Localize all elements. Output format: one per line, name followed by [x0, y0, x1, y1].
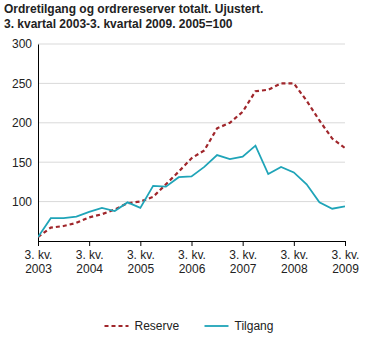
x-tick: 3. kv.2007 — [229, 241, 257, 276]
series-group — [38, 83, 345, 237]
grid-line — [38, 162, 345, 163]
x-tick: 3. kv.2006 — [178, 241, 206, 276]
legend-swatch — [105, 325, 129, 327]
y-tick: 150 — [12, 156, 38, 170]
y-tick-label: 200 — [12, 116, 32, 130]
chart: Ordretilgang og ordrereserver totalt. Uj… — [0, 0, 369, 340]
legend-swatch — [205, 325, 229, 327]
x-tick: 3. kv.2005 — [127, 241, 155, 276]
y-tick: 200 — [12, 116, 38, 130]
x-tick: 3. kv.2009 — [332, 241, 360, 276]
x-tick-mark — [192, 241, 193, 246]
legend-label: Reserve — [135, 319, 180, 333]
x-tick: 3. kv.2008 — [280, 241, 308, 276]
x-tick-label: 3. kv.2008 — [280, 248, 308, 276]
x-tick-label: 3. kv.2005 — [127, 248, 155, 276]
series-line — [38, 83, 345, 237]
grid-line — [38, 201, 345, 202]
y-tick: 250 — [12, 77, 38, 91]
legend-item: Tilgang — [205, 319, 274, 333]
x-tick-label: 3. kv.2007 — [229, 248, 257, 276]
y-tick: 300 — [12, 37, 38, 51]
y-axis-line — [38, 45, 39, 242]
x-tick-mark — [89, 241, 90, 246]
series-line — [38, 146, 345, 237]
grid-line — [38, 44, 345, 45]
x-tick-label: 3. kv.2003 — [25, 248, 53, 276]
y-tick-label: 100 — [12, 195, 32, 209]
x-tick-mark — [294, 241, 295, 246]
x-tick-mark — [140, 241, 141, 246]
x-tick-mark — [345, 241, 346, 246]
subtitle: 3. kvartal 2003-3. kvartal 2009. 2005=10… — [4, 17, 233, 31]
y-tick-label: 300 — [12, 37, 32, 51]
y-axis: 100 150 200 250 300 — [12, 37, 39, 241]
grid-line — [38, 122, 345, 123]
y-tick-label: 250 — [12, 77, 32, 91]
legend-label: Tilgang — [235, 319, 274, 333]
x-axis: 3. kv.2003 3. kv.2004 3. kv.2005 3. kv.2006… — [25, 241, 360, 276]
x-tick-label: 3. kv.2009 — [332, 248, 360, 276]
grid-line — [38, 83, 345, 84]
y-tick-label: 150 — [12, 156, 32, 170]
plot: 1001502002503003. kv.20033. kv.20043. kv… — [12, 37, 359, 276]
x-tick: 3. kv.2003 — [25, 241, 53, 276]
title: Ordretilgang og ordrereserver totalt. Uj… — [4, 2, 263, 16]
legend: Reserve Tilgang — [105, 319, 274, 333]
x-tick-label: 3. kv.2006 — [178, 248, 206, 276]
y-tick: 100 — [12, 195, 38, 209]
x-tick-mark — [243, 241, 244, 246]
x-tick-label: 3. kv.2004 — [76, 248, 104, 276]
x-tick-mark — [38, 241, 39, 246]
x-tick: 3. kv.2004 — [76, 241, 104, 276]
legend-item: Reserve — [105, 319, 180, 333]
